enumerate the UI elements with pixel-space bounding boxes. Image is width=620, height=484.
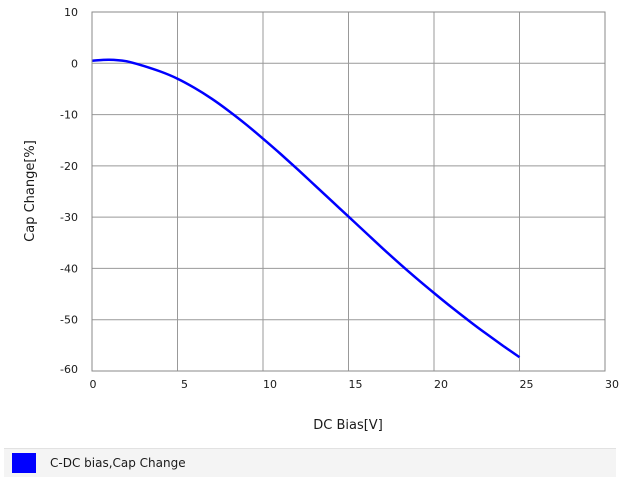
x-tick-label: 0 [90,378,97,391]
series-layer [91,58,521,359]
x-tick-label: 15 [349,378,363,391]
y-tick-label: -20 [60,160,78,173]
series-line-0 [91,58,521,359]
x-tick-label: 10 [263,378,277,391]
legend-swatch [12,453,36,473]
grid [92,12,605,371]
legend-label: C-DC bias,Cap Change [50,456,186,470]
y-tick-label: -30 [60,211,78,224]
x-tick-label: 5 [181,378,188,391]
y-tick-label: -50 [60,314,78,327]
chart: 0 5 10 15 20 25 30 10 0 -10 -20 -30 -40 -50 -60 DC Bia… [23,6,619,433]
y-tick-label: -40 [60,262,78,275]
y-tick-label: 0 [71,57,78,70]
plot-border [91,11,606,372]
y-tick-label: 10 [64,6,78,19]
legend: C-DC bias,Cap Change [4,448,616,477]
x-axis-label: DC Bias[V] [313,418,383,433]
y-axis-label: Cap Change[%] [23,140,38,242]
tick-labels: 0 5 10 15 20 25 30 10 0 -10 -20 -30 -40 -50 -60 [60,6,619,391]
x-tick-label: 20 [434,378,448,391]
y-tick-label: -10 [60,109,78,122]
y-tick-label: -60 [60,363,78,376]
x-tick-label: 30 [605,378,619,391]
x-tick-label: 25 [520,378,534,391]
